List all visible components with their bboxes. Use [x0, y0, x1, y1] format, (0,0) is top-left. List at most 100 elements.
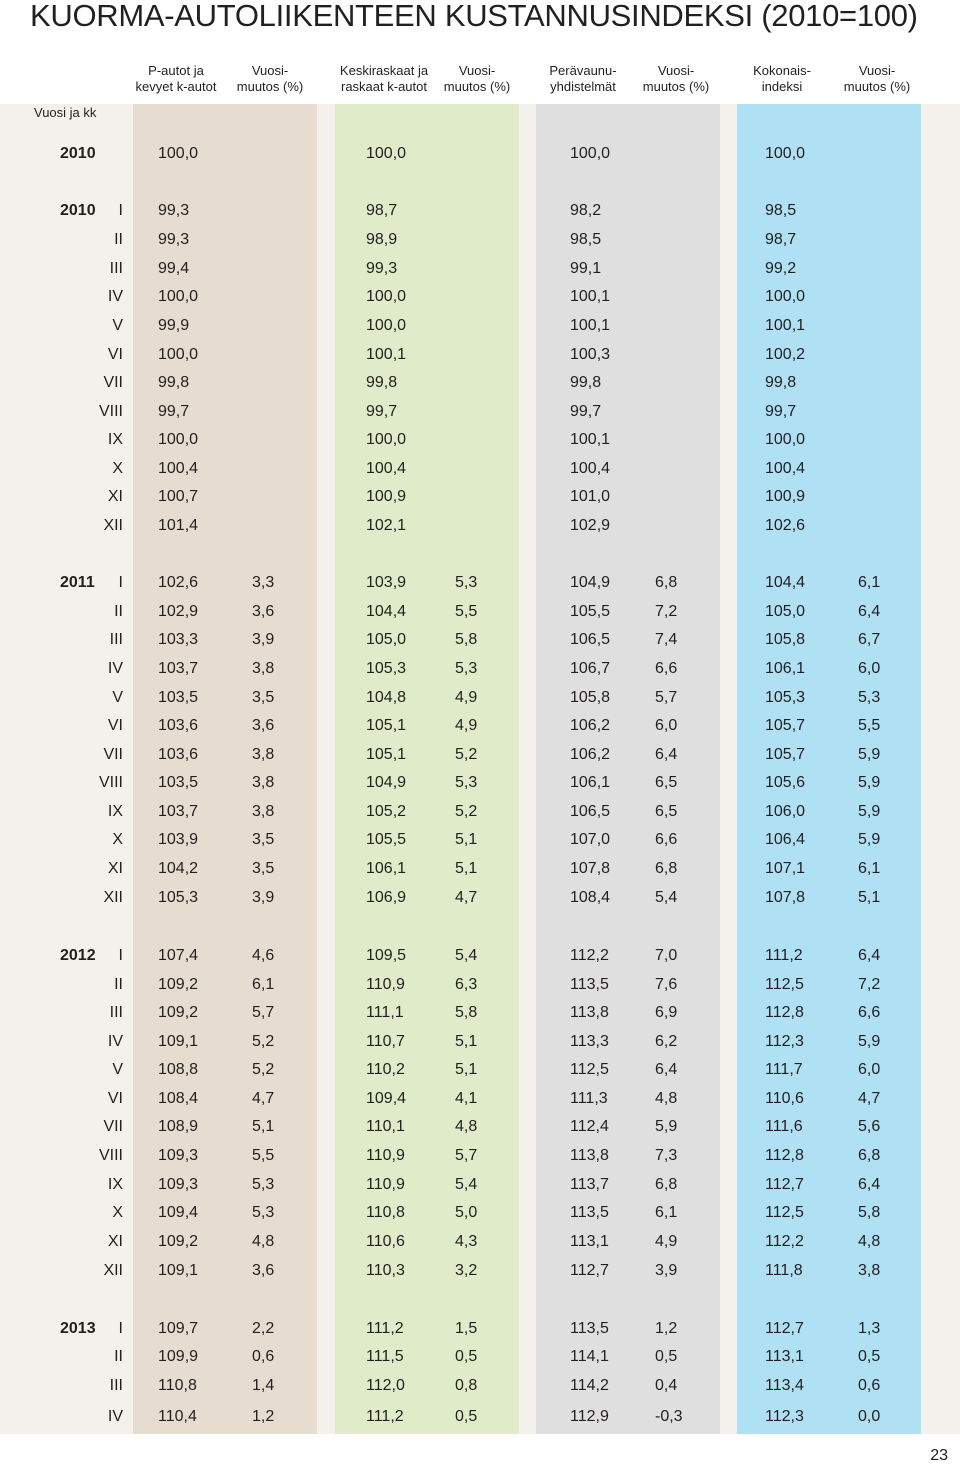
- row-year: 2010: [60, 202, 96, 219]
- keskiraskaat-value: 99,3: [366, 260, 398, 277]
- table-row: VI 103,6 3,6 105,1 4,9 106,2 6,0 105,7 5,5: [0, 713, 960, 739]
- peravaunu-value: 106,7: [570, 660, 611, 677]
- p-autot-value: 103,9: [158, 831, 199, 848]
- kokonaisindeksi-value: 112,7: [765, 1320, 804, 1337]
- p-autot-value: 107,4: [158, 947, 199, 964]
- peravaunu-value: 106,5: [570, 631, 611, 648]
- peravaunu-value: 113,8: [570, 1004, 609, 1021]
- row-month: XII: [103, 517, 123, 534]
- p-autot-value: 100,0: [158, 145, 199, 162]
- p-autot-value: 109,3: [158, 1176, 199, 1193]
- table-row: VII 103,6 3,8 105,1 5,2 106,2 6,4 105,7 5,9: [0, 742, 960, 768]
- p-autot-change: 3,6: [252, 1262, 275, 1279]
- row-month: VI: [107, 717, 123, 734]
- keskiraskaat-value: 105,2: [366, 803, 407, 820]
- p-autot-change: 5,3: [252, 1204, 275, 1221]
- table-row: IX 103,7 3,8 105,2 5,2 106,5 6,5 106,0 5,9: [0, 799, 960, 825]
- kokonaisindeksi-value: 99,7: [765, 403, 797, 420]
- table-row: III 109,2 5,7 111,1 5,8 113,8 6,9 112,8 6,6: [0, 1000, 960, 1026]
- table-row: 2010 100,0 100,0 100,0 100,0: [0, 141, 960, 167]
- row-month: VII: [103, 374, 123, 391]
- row-month: IV: [107, 1408, 123, 1425]
- table-row: V 108,8 5,2 110,2 5,1 112,5 6,4 111,7 6,0: [0, 1057, 960, 1083]
- kokonaisindeksi-change: 5,9: [858, 831, 881, 848]
- peravaunu-value: 113,5: [570, 1204, 609, 1221]
- p-autot-change: 2,2: [252, 1320, 275, 1337]
- peravaunu-value: 113,5: [570, 1320, 609, 1337]
- keskiraskaat-value: 100,0: [366, 145, 407, 162]
- keskiraskaat-change: 5,3: [455, 774, 478, 791]
- kokonaisindeksi-change: 3,8: [858, 1262, 881, 1279]
- keskiraskaat-value: 98,9: [366, 231, 398, 248]
- p-autot-change: 3,9: [252, 889, 275, 906]
- kokonaisindeksi-value: 112,8: [765, 1004, 804, 1021]
- p-autot-value: 109,1: [158, 1262, 199, 1279]
- keskiraskaat-value: 105,1: [366, 746, 407, 763]
- kokonaisindeksi-value: 113,1: [765, 1348, 804, 1365]
- peravaunu-value: 100,1: [570, 431, 611, 448]
- row-month: IX: [107, 1176, 123, 1193]
- kokonaisindeksi-change: 0,5: [858, 1348, 881, 1365]
- peravaunu-value: 102,9: [570, 517, 611, 534]
- p-autot-value: 100,0: [158, 288, 199, 305]
- peravaunu-value: 98,5: [570, 231, 602, 248]
- keskiraskaat-value: 110,3: [366, 1262, 405, 1279]
- table-row: IV 110,4 1,2 111,2 0,5 112,9 -0,3 112,3 0,0: [0, 1404, 960, 1430]
- table-row: V 99,9 100,0 100,1 100,1: [0, 313, 960, 339]
- keskiraskaat-value: 100,4: [366, 460, 407, 477]
- p-autot-change: 3,8: [252, 660, 275, 677]
- table-row: VII 99,8 99,8 99,8 99,8: [0, 370, 960, 396]
- row-month: XII: [103, 889, 123, 906]
- p-autot-change: 3,6: [252, 717, 275, 734]
- column-header-change-peravaunu: Vuosi- muutos (%): [642, 63, 710, 94]
- row-year: 2013: [60, 1320, 96, 1337]
- peravaunu-change: 5,4: [655, 889, 678, 906]
- peravaunu-change: 6,8: [655, 574, 678, 591]
- table-row: XII 101,4 102,1 102,9 102,6: [0, 513, 960, 539]
- kokonaisindeksi-value: 102,6: [765, 517, 806, 534]
- p-autot-change: 3,8: [252, 803, 275, 820]
- kokonaisindeksi-value: 112,5: [765, 976, 804, 993]
- keskiraskaat-value: 102,1: [366, 517, 407, 534]
- kokonaisindeksi-value: 106,0: [765, 803, 806, 820]
- table-row: 2010 I 99,3 98,7 98,2 98,5: [0, 198, 960, 224]
- row-month: X: [112, 1204, 123, 1221]
- keskiraskaat-change: 5,7: [455, 1147, 478, 1164]
- p-autot-change: 3,8: [252, 774, 275, 791]
- peravaunu-change: 7,4: [655, 631, 678, 648]
- column-band-p-autot: [133, 104, 317, 1434]
- row-month: II: [114, 603, 123, 620]
- peravaunu-change: 6,4: [655, 1061, 678, 1078]
- p-autot-value: 109,2: [158, 976, 199, 993]
- kokonaisindeksi-value: 106,1: [765, 660, 806, 677]
- kokonaisindeksi-change: 1,3: [858, 1320, 881, 1337]
- p-autot-value: 103,7: [158, 803, 199, 820]
- table-row: X 103,9 3,5 105,5 5,1 107,0 6,6 106,4 5,9: [0, 827, 960, 853]
- peravaunu-change: 6,8: [655, 1176, 678, 1193]
- kokonaisindeksi-change: 0,6: [858, 1377, 881, 1394]
- row-month: V: [112, 1061, 123, 1078]
- peravaunu-value: 114,2: [570, 1377, 609, 1394]
- p-autot-value: 99,4: [158, 260, 190, 277]
- row-month: VIII: [98, 1147, 123, 1164]
- keskiraskaat-change: 5,5: [455, 603, 478, 620]
- table-row: III 103,3 3,9 105,0 5,8 106,5 7,4 105,8 6,7: [0, 627, 960, 653]
- peravaunu-change: 6,2: [655, 1033, 678, 1050]
- kokonaisindeksi-value: 107,8: [765, 889, 806, 906]
- kokonaisindeksi-value: 100,0: [765, 145, 806, 162]
- peravaunu-value: 113,1: [570, 1233, 609, 1250]
- p-autot-value: 109,1: [158, 1033, 199, 1050]
- kokonaisindeksi-value: 99,8: [765, 374, 797, 391]
- column-header-kokonaisindeksi: Kokonais- indeksi: [753, 63, 811, 94]
- peravaunu-change: 4,9: [655, 1233, 678, 1250]
- peravaunu-value: 105,5: [570, 603, 611, 620]
- kokonaisindeksi-value: 112,2: [765, 1233, 804, 1250]
- kokonaisindeksi-change: 6,4: [858, 603, 881, 620]
- p-autot-change: 4,6: [252, 947, 275, 964]
- kokonaisindeksi-change: 5,1: [858, 889, 881, 906]
- p-autot-value: 109,4: [158, 1204, 199, 1221]
- peravaunu-value: 107,8: [570, 860, 611, 877]
- keskiraskaat-change: 4,8: [455, 1118, 478, 1135]
- keskiraskaat-value: 110,6: [366, 1233, 405, 1250]
- column-header-change-keskiraskaat: Vuosi- muutos (%): [443, 63, 511, 94]
